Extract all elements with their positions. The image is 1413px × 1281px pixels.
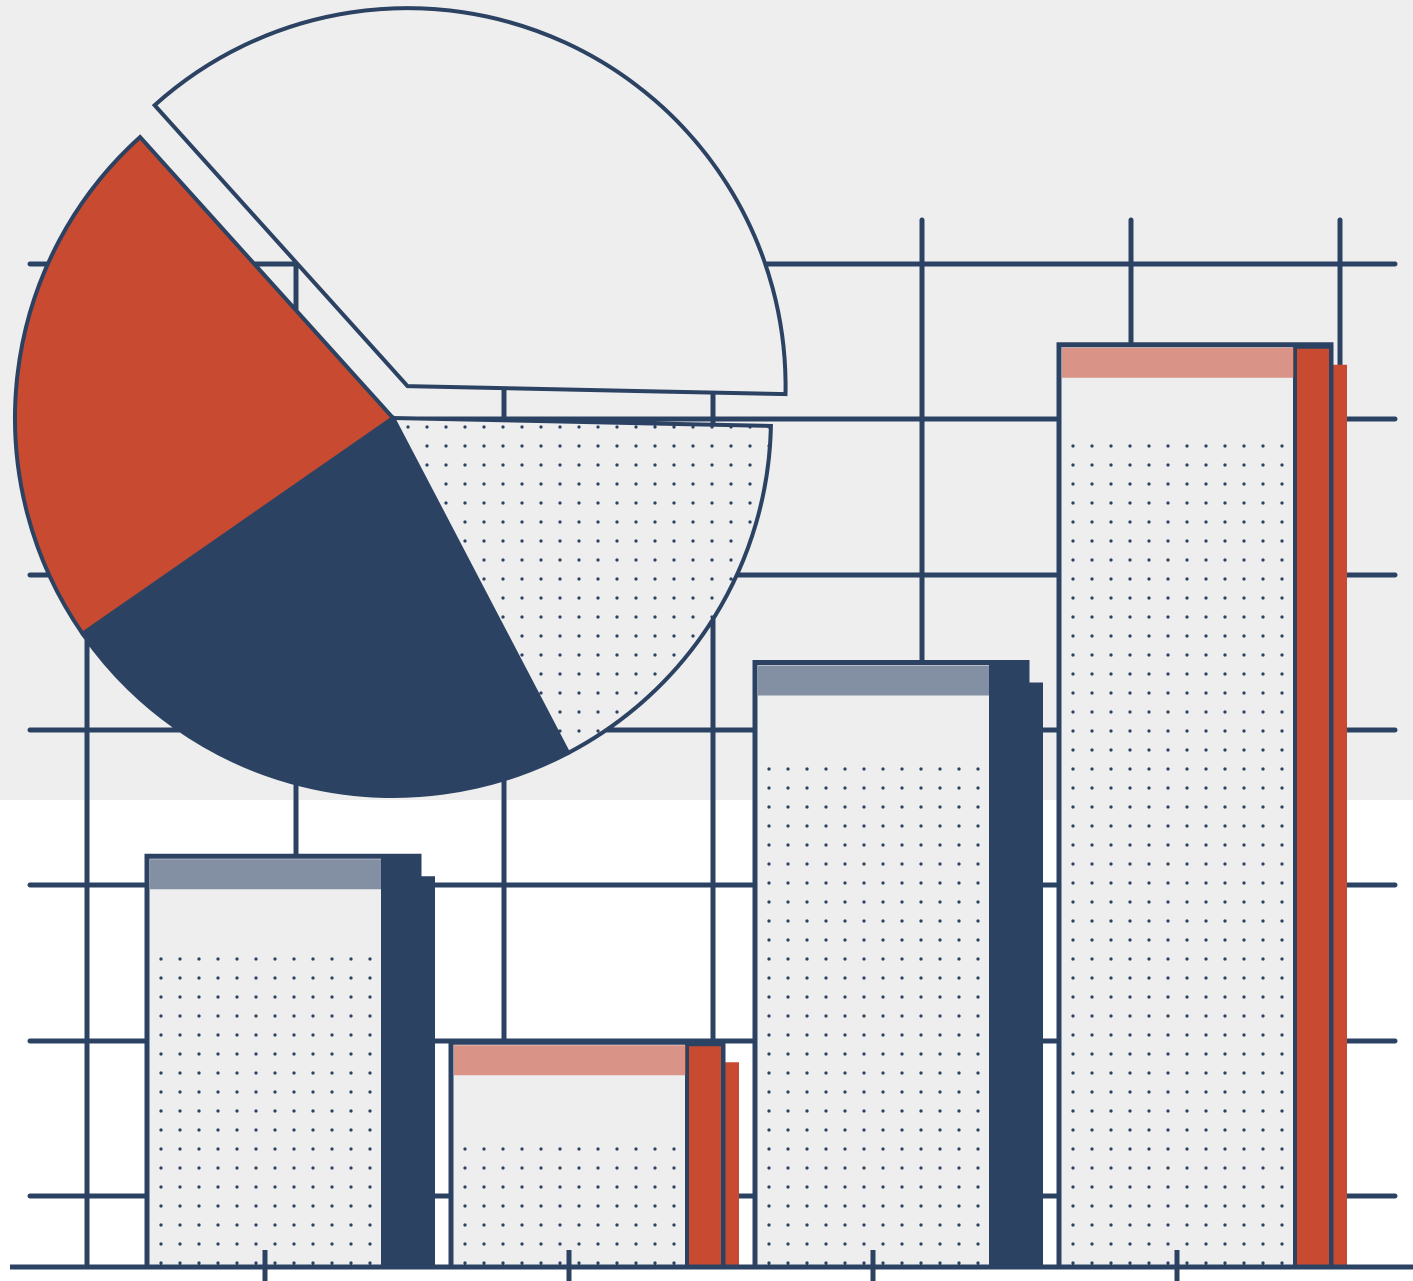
bar-dots [151,946,378,1265]
bar-group [144,342,1347,1270]
bar-dots [759,752,986,1265]
bar-accent [685,1042,725,1269]
pie-slice-dots [393,418,771,753]
bar-accent [1293,344,1333,1269]
pie-slice [79,415,571,798]
bar-dots [1063,434,1290,1265]
bar-accent [989,662,1029,1269]
bar-top-texture [454,1045,686,1076]
bar-top-texture [758,665,990,696]
bar-dots [455,1132,682,1265]
pie-group [13,6,788,798]
baseline [10,1250,1413,1281]
bar-top-texture [150,859,382,890]
pie-slice [13,134,397,637]
bar-accent [381,856,421,1269]
pie-slice [151,6,788,397]
bar-top-texture [1062,347,1294,378]
